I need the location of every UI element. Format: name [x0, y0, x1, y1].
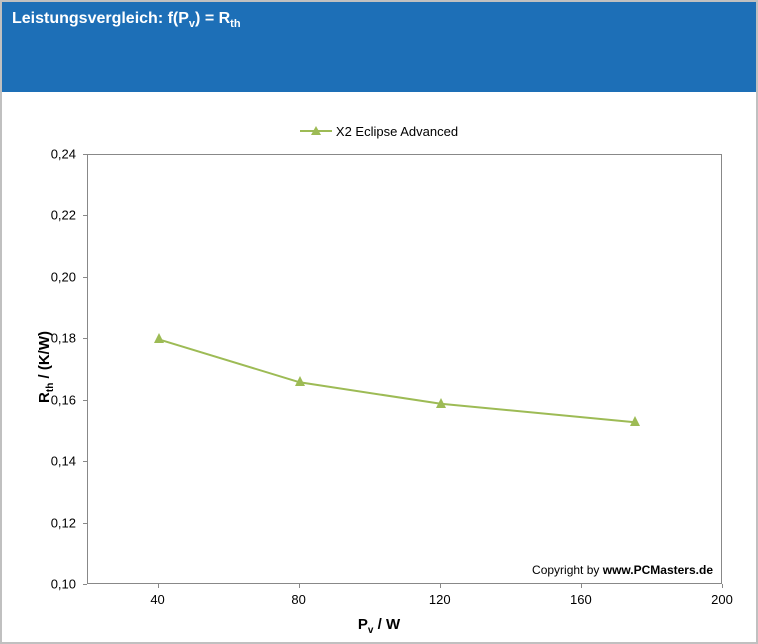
- x-tick-label: 160: [570, 592, 592, 607]
- legend: X2 Eclipse Advanced: [2, 120, 756, 139]
- x-tick-label: 40: [150, 592, 164, 607]
- triangle-marker-icon: [630, 416, 640, 426]
- y-tick-mark: [83, 461, 87, 462]
- y-tick-label: 0,20: [51, 269, 76, 284]
- x-tick-mark: [158, 584, 159, 588]
- x-tick-label: 120: [429, 592, 451, 607]
- y-tick-mark: [83, 277, 87, 278]
- triangle-marker-icon: [154, 333, 164, 343]
- x-tick-label: 80: [291, 592, 305, 607]
- y-tick-label: 0,22: [51, 208, 76, 223]
- y-tick-mark: [83, 215, 87, 216]
- legend-triangle-icon: [311, 126, 321, 135]
- y-tick-label: 0,24: [51, 147, 76, 162]
- x-tick-mark: [581, 584, 582, 588]
- x-tick-label: 200: [711, 592, 733, 607]
- chart-frame: Leistungsvergleich: f(Pv) = Rth X2 Eclip…: [0, 0, 758, 644]
- chart-title: Leistungsvergleich: f(Pv) = Rth: [12, 10, 241, 27]
- triangle-marker-icon: [295, 376, 305, 386]
- y-tick-label: 0,12: [51, 515, 76, 530]
- y-tick-mark: [83, 523, 87, 524]
- x-axis-label: Pv / W: [2, 616, 756, 636]
- y-tick-mark: [83, 338, 87, 339]
- x-tick-mark: [722, 584, 723, 588]
- y-tick-mark: [83, 584, 87, 585]
- plot-area: Copyright by www.PCMasters.de: [87, 154, 722, 584]
- x-tick-mark: [440, 584, 441, 588]
- copyright-text: Copyright by www.PCMasters.de: [532, 563, 713, 577]
- y-axis-label: Rth / (K/W): [36, 331, 56, 403]
- legend-item: X2 Eclipse Advanced: [300, 124, 458, 139]
- chart-body: X2 Eclipse Advanced Copyright by www.PCM…: [2, 92, 756, 642]
- chart-header: Leistungsvergleich: f(Pv) = Rth: [2, 2, 756, 92]
- y-tick-label: 0,10: [51, 577, 76, 592]
- y-tick-mark: [83, 154, 87, 155]
- legend-label: X2 Eclipse Advanced: [336, 124, 458, 139]
- y-tick-label: 0,14: [51, 454, 76, 469]
- legend-line-icon: [300, 130, 332, 132]
- series-line: [88, 155, 723, 585]
- triangle-marker-icon: [436, 398, 446, 408]
- x-tick-mark: [299, 584, 300, 588]
- y-tick-mark: [83, 400, 87, 401]
